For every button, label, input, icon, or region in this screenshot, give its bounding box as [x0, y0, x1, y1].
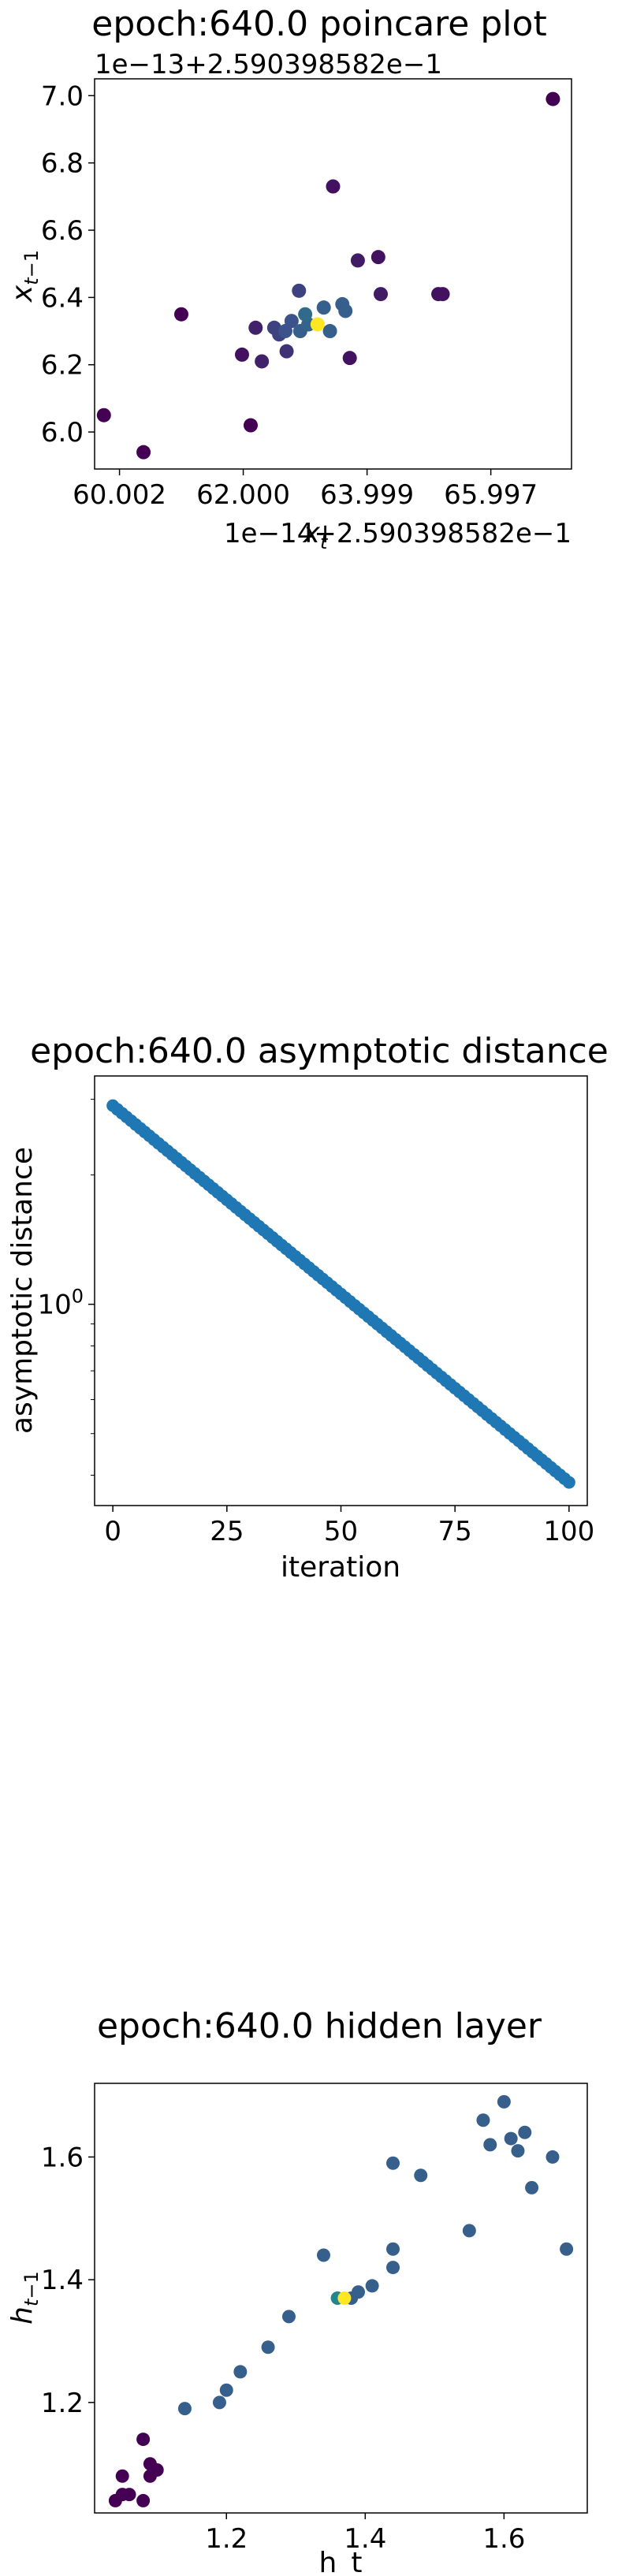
scatter-point: [476, 2113, 490, 2127]
scatter-point: [174, 307, 188, 322]
scatter-point: [560, 2242, 574, 2256]
poincare-chart: epoch:640.0 poincare plot 1e−13+2.590398…: [6, 4, 572, 553]
chart-title: epoch:640.0 poincare plot: [91, 4, 546, 44]
points: [106, 1099, 575, 1489]
x-tick-label: 100: [543, 1516, 594, 1547]
scatter-point: [281, 2310, 296, 2324]
scatter-point: [233, 2365, 248, 2379]
hidden-layer-chart: epoch:640.0 hidden layer 1.21.41.6 1.2 1.…: [6, 2006, 588, 2576]
y-axis-label: asymptotic distance: [6, 1147, 39, 1434]
chart-title: epoch:640.0 hidden layer: [97, 2006, 542, 2046]
plot-frame: [94, 2083, 588, 2514]
scatter-point: [235, 347, 249, 362]
x-axis-label: xt: [303, 517, 329, 553]
scatter-point: [136, 445, 151, 460]
scatter-point: [338, 303, 353, 318]
x-tick-label: 63.999: [320, 479, 414, 511]
scatter-point: [504, 2131, 518, 2146]
x-tick-label: 65.997: [444, 479, 538, 511]
y-tick-label: 1.6: [41, 2142, 84, 2173]
x-tick-label: 50: [324, 1516, 358, 1547]
x-tick-label: 1.2: [205, 2523, 248, 2555]
scatter-point: [337, 2291, 352, 2305]
scatter-point: [150, 2463, 164, 2477]
scatter-point: [562, 1476, 575, 1489]
x-tick-label: 0: [104, 1516, 121, 1547]
y-tick-label: 7.0: [41, 80, 84, 112]
scatter-point: [435, 287, 450, 302]
scatter-point: [244, 418, 258, 433]
y-tick-label: 6.4: [41, 282, 84, 314]
points: [108, 2094, 574, 2507]
scatter-point: [525, 2180, 539, 2194]
chart-title: epoch:640.0 asymptotic distance: [30, 1031, 609, 1071]
x-axis-label: h_t: [319, 2547, 363, 2576]
scatter-point: [122, 2488, 136, 2502]
y-tick-label: 1.4: [41, 2265, 84, 2296]
scatter-point: [511, 2144, 525, 2158]
scatter-point: [386, 2242, 400, 2256]
scatter-point: [96, 408, 111, 423]
scatter-point: [326, 179, 341, 194]
scatter-point: [279, 344, 294, 359]
x-tick-label: 1.4: [344, 2523, 386, 2555]
scatter-point: [518, 2125, 532, 2139]
scatter-point: [483, 2138, 497, 2152]
y-tick-label: 6.2: [41, 350, 84, 382]
x-tick-label: 60.002: [73, 479, 166, 511]
y-offset-label: 1e−13+2.590398582e−1: [95, 49, 442, 80]
scatter-point: [316, 300, 331, 315]
x-ticks: 0 25 50 75 100: [104, 1506, 594, 1547]
scatter-point: [462, 2224, 476, 2238]
scatter-point: [497, 2094, 511, 2109]
scatter-point: [350, 253, 365, 268]
scatter-point: [545, 2150, 560, 2164]
scatter-point: [261, 2340, 275, 2355]
plot-frame: [94, 78, 572, 470]
scatter-point: [219, 2383, 233, 2397]
scatter-point: [255, 354, 270, 369]
scatter-point: [136, 2493, 151, 2507]
x-tick-label: 75: [438, 1516, 472, 1547]
scatter-point: [322, 324, 337, 339]
y-axis-label: ht−1: [6, 2271, 43, 2325]
x-tick-label: 62.000: [196, 479, 290, 511]
scatter-point: [352, 2285, 366, 2299]
y-tick-label: 6.8: [41, 148, 84, 180]
y-tick-label: 6.6: [41, 215, 84, 247]
x-axis-label: iteration: [281, 1551, 400, 1584]
asymptotic-distance-chart: epoch:640.0 asymptotic distance 100 0 25 5…: [6, 1031, 609, 1584]
x-ticks: 1.2 1.4 1.6: [205, 2513, 525, 2555]
y-tick-label: 100: [37, 1286, 84, 1321]
scatter-point: [414, 2168, 428, 2183]
x-tick-label: 25: [210, 1516, 244, 1547]
scatter-point: [248, 320, 263, 335]
scatter-point: [212, 2395, 226, 2410]
scatter-point: [374, 287, 388, 302]
scatter-point: [284, 314, 299, 329]
y-tick-label: 1.2: [41, 2388, 84, 2419]
y-tick-label: 6.0: [41, 417, 84, 449]
scatter-point: [115, 2469, 129, 2483]
y-axis-label: xt−1: [6, 250, 43, 303]
scatter-point: [292, 283, 307, 298]
y-ticks: 6.0 6.2 6.4 6.6 6.8 7.0: [41, 80, 95, 449]
scatter-point: [342, 351, 357, 366]
scatter-point: [365, 2279, 379, 2293]
x-tick-label: 1.6: [482, 2523, 525, 2555]
scatter-point: [298, 307, 313, 322]
x-offset-label: 1e−14+2.590398582e−1: [224, 518, 572, 549]
scatter-point: [177, 2402, 192, 2416]
scatter-point: [310, 317, 325, 332]
scatter-point: [316, 2248, 330, 2262]
scatter-point: [136, 2433, 151, 2447]
scatter-point: [370, 250, 385, 265]
y-ticks: 100: [37, 1099, 95, 1476]
scatter-point: [386, 2156, 400, 2170]
x-ticks: 60.002 62.000 63.999 65.997: [73, 469, 538, 511]
scatter-point: [545, 91, 560, 106]
scatter-point: [386, 2261, 400, 2275]
points: [96, 91, 560, 460]
y-ticks: 1.2 1.4 1.6: [41, 2142, 95, 2419]
